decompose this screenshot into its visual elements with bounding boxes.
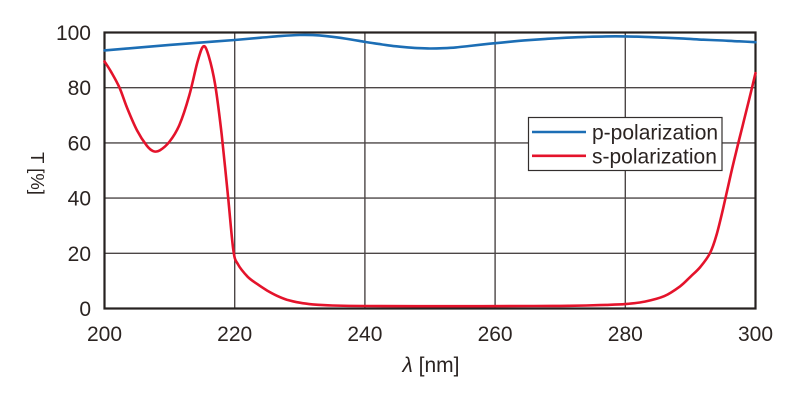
svg-text:40: 40: [68, 188, 91, 211]
svg-text:0: 0: [79, 298, 91, 321]
svg-text:240: 240: [347, 323, 382, 346]
svg-text:260: 260: [478, 323, 513, 346]
svg-text:s-polarization: s-polarization: [592, 145, 717, 168]
svg-text:300: 300: [738, 323, 773, 346]
svg-text:80: 80: [68, 77, 91, 100]
svg-text:60: 60: [68, 132, 91, 155]
svg-text:20: 20: [68, 243, 91, 266]
svg-text:100: 100: [56, 22, 91, 45]
svg-text:λ [nm]: λ [nm]: [401, 354, 459, 377]
svg-text:p-polarization: p-polarization: [592, 122, 718, 145]
svg-text:200: 200: [87, 323, 122, 346]
svg-text:220: 220: [217, 323, 252, 346]
svg-text:T [%]: T [%]: [27, 152, 48, 195]
svg-text:280: 280: [608, 323, 643, 346]
